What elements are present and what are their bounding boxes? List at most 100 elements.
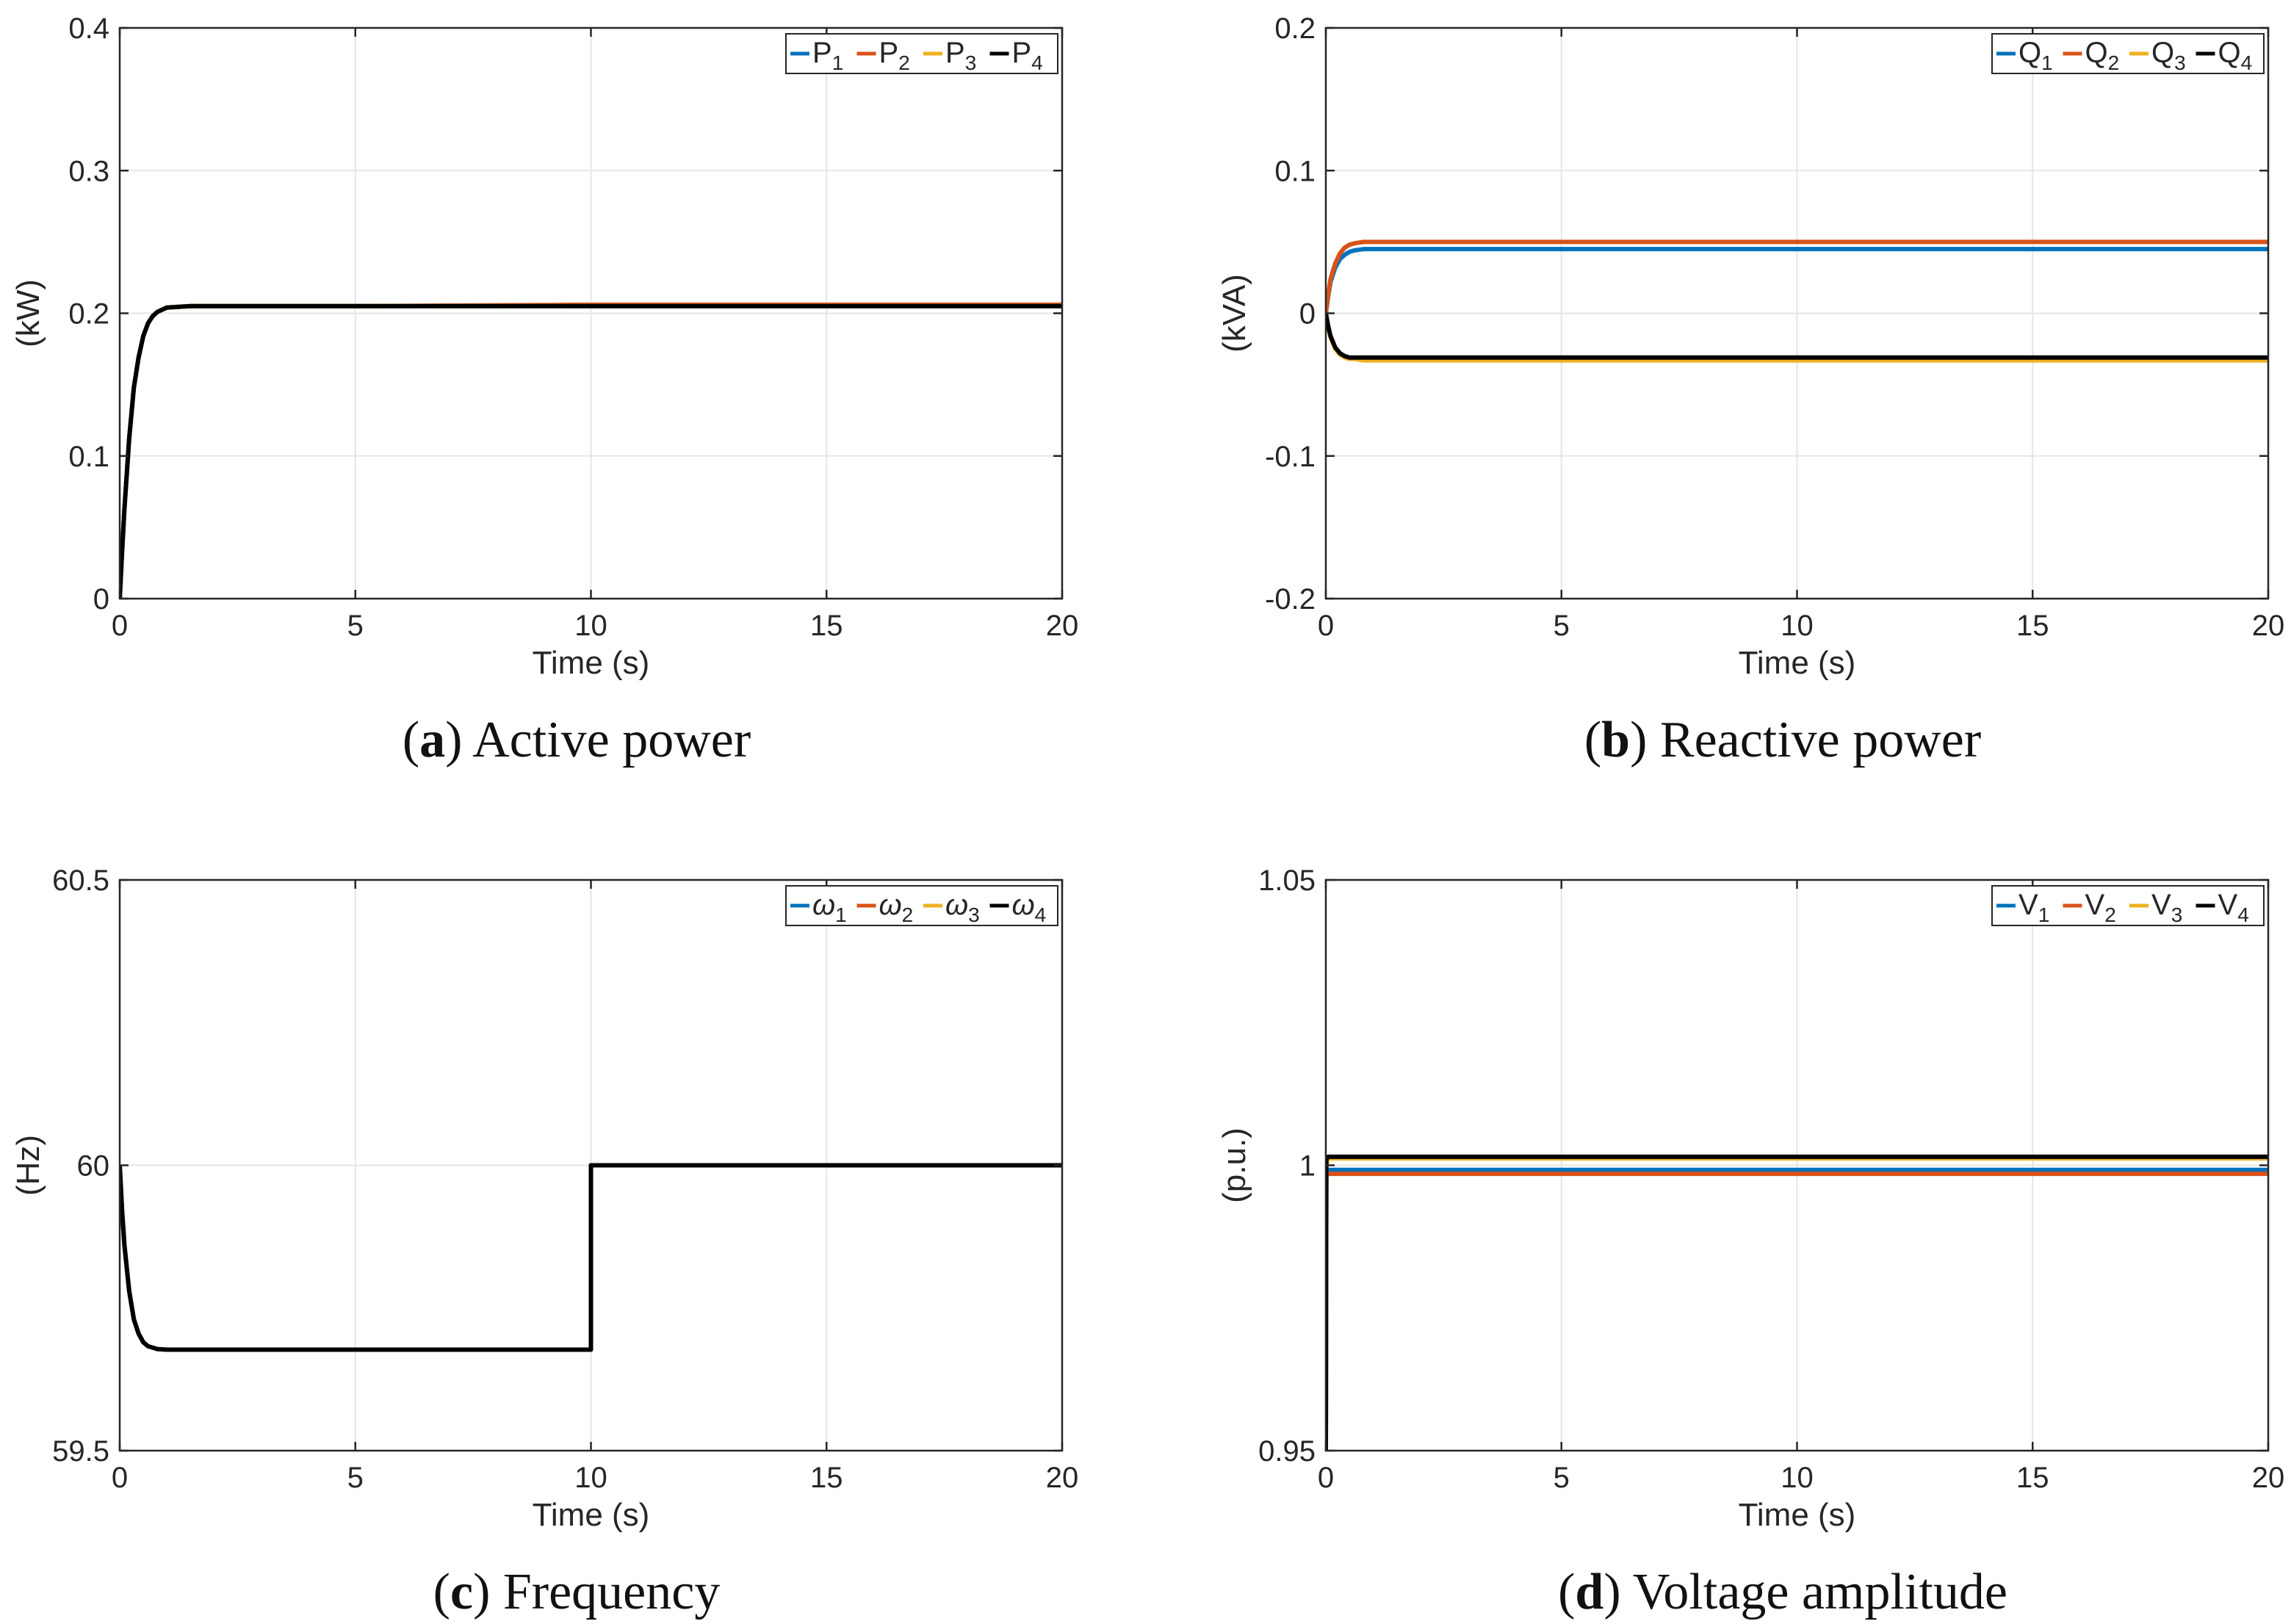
legend-subscript: 3 xyxy=(2174,51,2186,74)
legend-subscript: 4 xyxy=(1031,51,1043,74)
y-tick-label: 0.4 xyxy=(68,12,109,45)
legend-entry-P4: P4 xyxy=(1012,37,1043,74)
legend-entry-V1: V1 xyxy=(2018,889,2049,926)
x-tick-label: 20 xyxy=(1046,1462,1079,1494)
x-tick-label: 20 xyxy=(2252,610,2285,642)
legend-base: V xyxy=(2085,889,2105,921)
legend-subscript: 3 xyxy=(968,903,980,926)
legend-base: ω xyxy=(879,889,902,921)
y-tick-label: 0.95 xyxy=(1258,1435,1316,1468)
legend-box xyxy=(1991,33,2265,74)
x-tick-label: 15 xyxy=(2016,610,2049,642)
legend-entry-ω4: ω4 xyxy=(1012,889,1047,926)
caption-text: Active power xyxy=(472,712,751,768)
x-tick-label: 20 xyxy=(2252,1462,2285,1494)
legend-subscript: 4 xyxy=(2237,903,2249,926)
legend-box xyxy=(1991,885,2265,926)
legend-base: Q xyxy=(2151,37,2174,69)
y-tick-label: 0 xyxy=(93,583,109,616)
y-tick-label: 59.5 xyxy=(52,1435,109,1468)
legend-base: Q xyxy=(2218,37,2241,69)
x-tick-label: 10 xyxy=(574,610,607,642)
legend-base: Q xyxy=(2018,37,2041,69)
series-line-Q4 xyxy=(1326,312,2268,360)
legend: Q1 Q2 Q3 Q4 xyxy=(1991,33,2265,74)
y-axis-label: (p.u.) xyxy=(1216,1127,1252,1203)
legend-base: P xyxy=(945,37,965,69)
y-axis-label: (kVA) xyxy=(1216,274,1252,353)
x-tick-label: 10 xyxy=(1781,610,1814,642)
caption-text: Reactive power xyxy=(1660,712,1981,768)
legend-subscript: 1 xyxy=(2041,51,2053,74)
y-tick-label: 0.1 xyxy=(68,441,109,473)
caption-letter: b xyxy=(1601,712,1630,768)
x-tick-label: 15 xyxy=(810,610,843,642)
y-tick-label: 0 xyxy=(1299,298,1316,331)
legend-subscript: 2 xyxy=(898,51,910,74)
legend-subscript: 1 xyxy=(832,51,844,74)
legend: V1 V2 V3 V4 xyxy=(1991,885,2265,926)
x-tick-label: 20 xyxy=(1046,610,1079,642)
x-axis-label: Time (s) xyxy=(1739,1497,1856,1533)
legend-entry-ω2: ω2 xyxy=(879,889,914,926)
legend-entry-V2: V2 xyxy=(2085,889,2116,926)
legend-entry-Q1: Q1 xyxy=(2018,37,2053,74)
legend-entry-Q3: Q3 xyxy=(2151,37,2186,74)
caption-letter: d xyxy=(1575,1564,1603,1620)
caption: (d) Voltage amplitude xyxy=(1558,1564,2007,1620)
legend-base: P xyxy=(879,37,899,69)
x-tick-label: 10 xyxy=(1781,1462,1814,1494)
caption-letter: c xyxy=(450,1564,473,1620)
legend: P1 P2 P3 P4 xyxy=(785,33,1058,74)
x-axis-label: Time (s) xyxy=(533,1497,650,1533)
legend-base: ω xyxy=(812,889,835,921)
legend-subscript: 3 xyxy=(965,51,977,74)
legend: ω1 ω2 ω3 ω4 xyxy=(785,885,1058,926)
legend-entry-Q2: Q2 xyxy=(2085,37,2120,74)
caption: (c) Frequency xyxy=(433,1564,721,1620)
series-line-Q2 xyxy=(1326,239,2268,314)
y-tick-label: 1 xyxy=(1299,1150,1316,1183)
legend-subscript: 2 xyxy=(2108,51,2120,74)
legend-base: P xyxy=(812,37,832,69)
legend-base: ω xyxy=(945,889,968,921)
legend-subscript: 2 xyxy=(2104,903,2116,926)
y-tick-label: 60.5 xyxy=(52,865,109,897)
caption: (a) Active power xyxy=(403,712,751,768)
legend-box xyxy=(785,885,1058,926)
legend-entry-ω1: ω1 xyxy=(812,889,847,926)
legend-entry-P1: P1 xyxy=(812,37,843,74)
y-tick-label: 0.2 xyxy=(68,298,109,331)
x-tick-label: 5 xyxy=(347,610,364,642)
x-tick-label: 5 xyxy=(347,1462,364,1494)
series-line-ω4 xyxy=(120,1163,1062,1352)
y-axis-label: (Hz) xyxy=(10,1135,46,1196)
legend-subscript: 1 xyxy=(835,903,847,926)
x-axis-label: Time (s) xyxy=(1739,645,1856,681)
y-tick-label: 0.1 xyxy=(1274,155,1316,187)
legend-base: V xyxy=(2018,889,2038,921)
y-tick-label: 0.2 xyxy=(1274,12,1316,45)
legend-base: ω xyxy=(1012,889,1035,921)
legend-subscript: 4 xyxy=(1035,903,1047,926)
legend-subscript: 4 xyxy=(2241,51,2253,74)
y-tick-label: -0.1 xyxy=(1265,441,1316,473)
x-tick-label: 15 xyxy=(2016,1462,2049,1494)
legend-entry-ω3: ω3 xyxy=(945,889,980,926)
x-tick-label: 0 xyxy=(1318,610,1334,642)
legend-base: P xyxy=(1012,37,1032,69)
x-tick-label: 5 xyxy=(1554,610,1570,642)
x-tick-label: 0 xyxy=(1318,1462,1334,1494)
legend-base: V xyxy=(2151,889,2171,921)
legend-subscript: 1 xyxy=(2038,903,2050,926)
y-tick-label: -0.2 xyxy=(1265,583,1316,616)
caption: (b) Reactive power xyxy=(1584,712,1981,768)
legend-entry-P2: P2 xyxy=(879,37,910,74)
legend-box xyxy=(785,33,1058,74)
series-line-P4 xyxy=(120,303,1062,599)
caption-text: Frequency xyxy=(503,1564,720,1620)
